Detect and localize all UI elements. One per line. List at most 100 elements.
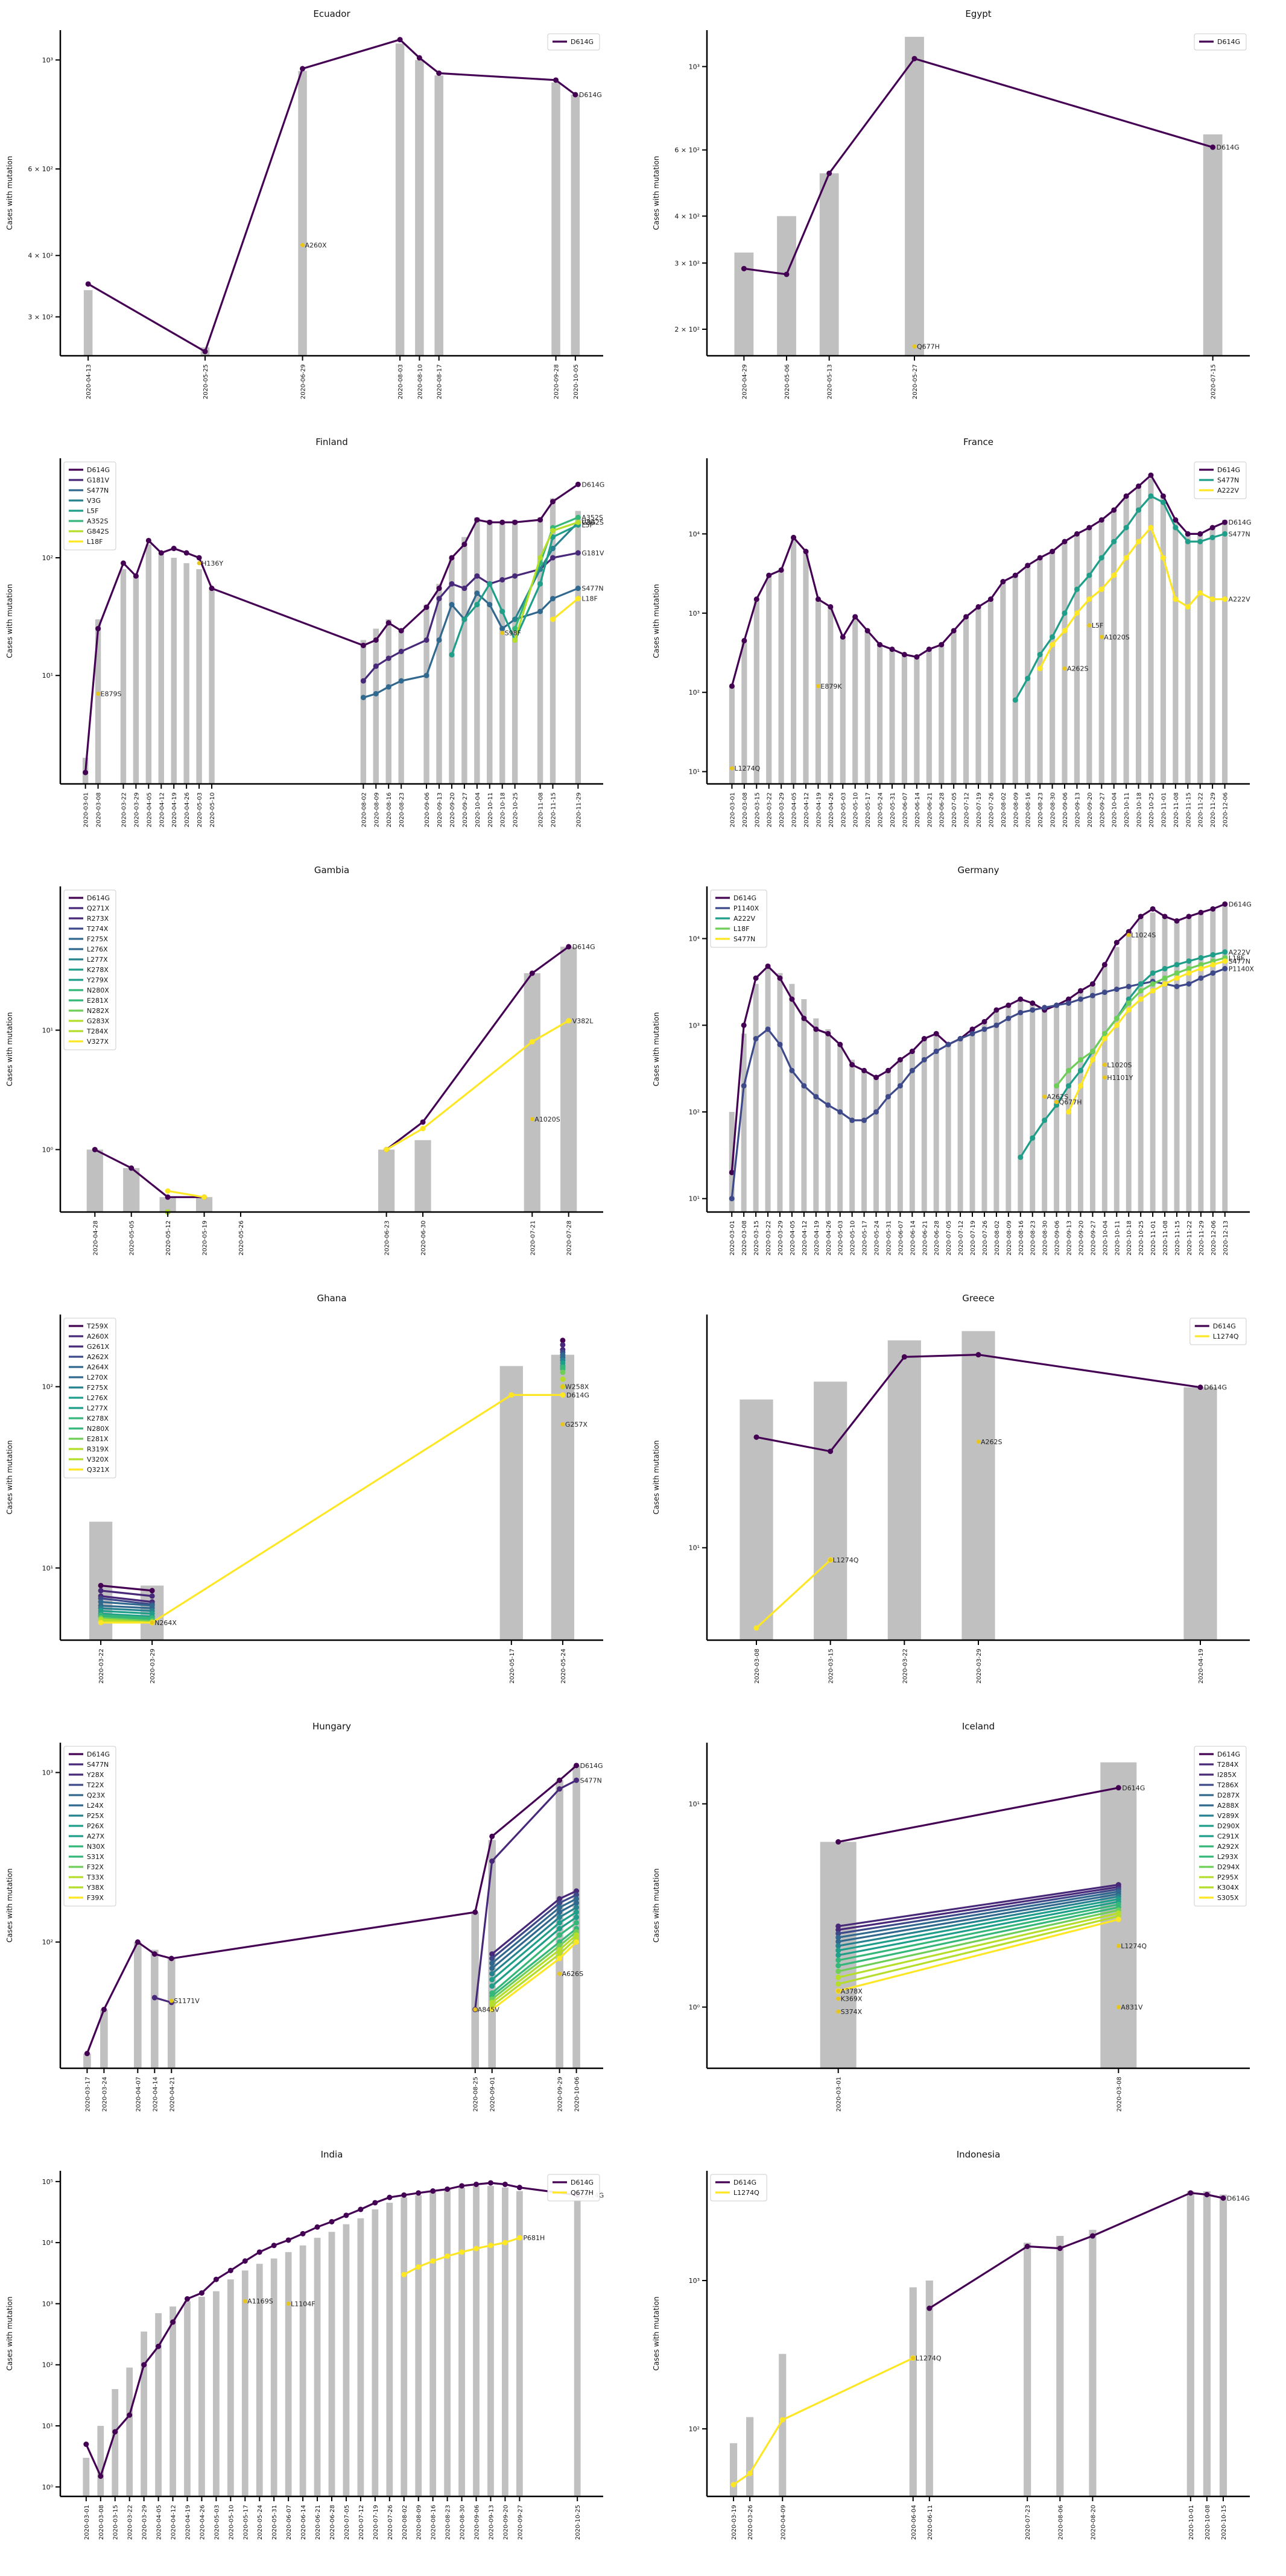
y-tick-label: 10¹ bbox=[42, 2422, 53, 2430]
x-tick-label: 2020-03-08 bbox=[1116, 2077, 1123, 2112]
bar bbox=[897, 1059, 903, 1212]
legend-entry: D287X bbox=[1217, 1792, 1240, 1799]
bar bbox=[213, 2291, 220, 2496]
series-end-label: D614G bbox=[1217, 144, 1240, 151]
legend-entry: L1274Q bbox=[1213, 1333, 1239, 1340]
x-tick-label: 2020-03-01 bbox=[729, 1220, 736, 1255]
x-tick-label: 2020-07-19 bbox=[970, 1220, 977, 1255]
series-line bbox=[838, 1884, 1119, 1927]
series-line bbox=[100, 1584, 153, 1592]
bar bbox=[133, 576, 139, 784]
legend-entry: L276X bbox=[87, 1394, 108, 1402]
bar bbox=[458, 2187, 465, 2496]
bar bbox=[574, 2200, 581, 2496]
bar bbox=[429, 2191, 437, 2496]
series-line bbox=[838, 1912, 1119, 1978]
annotation-label: A262S bbox=[981, 1438, 1003, 1446]
legend-entry: Q321X bbox=[87, 1466, 110, 1474]
legend-entry: Y28X bbox=[86, 1771, 104, 1779]
data-point bbox=[98, 1582, 104, 1588]
bar bbox=[487, 2185, 494, 2496]
annotation-point bbox=[1087, 623, 1092, 628]
x-tick-label: 2020-06-11 bbox=[927, 2505, 934, 2540]
x-tick-label: 2020-04-26 bbox=[199, 2505, 206, 2540]
data-point bbox=[1115, 1785, 1121, 1791]
y-tick-label: 10¹ bbox=[689, 1544, 700, 1552]
x-tick-label: 2020-08-30 bbox=[1042, 1220, 1049, 1255]
bar bbox=[449, 557, 455, 784]
series-line bbox=[101, 1617, 153, 1622]
annotation-point bbox=[1042, 1094, 1047, 1099]
series-line bbox=[730, 473, 1226, 687]
legend-entry: D614G bbox=[87, 1750, 110, 1758]
annotation-label: W258X bbox=[565, 1383, 589, 1391]
series-line bbox=[838, 1893, 1119, 1943]
x-tick-label: 2020-03-22 bbox=[98, 1649, 105, 1684]
series-line bbox=[838, 1895, 1119, 1947]
bar bbox=[1056, 2236, 1064, 2496]
bar bbox=[285, 2252, 292, 2496]
x-tick-label: 2020-03-26 bbox=[747, 2505, 754, 2540]
series-end-label: S477N bbox=[1229, 530, 1250, 538]
y-tick-label: 2 × 10² bbox=[674, 326, 700, 333]
series-end-label: L5F bbox=[581, 522, 593, 529]
legend: D614G T284X I285X T286X D287X A288X V289X D290X… bbox=[1194, 1746, 1247, 1907]
x-tick-label: 2020-11-15 bbox=[1185, 792, 1192, 827]
x-tick-label: 2020-07-05 bbox=[951, 792, 958, 827]
x-tick-label: 2020-03-29 bbox=[150, 1649, 156, 1684]
x-tick-label: 2020-04-13 bbox=[86, 364, 92, 399]
series-line bbox=[85, 2182, 578, 2479]
bar bbox=[1162, 916, 1168, 1212]
series-line bbox=[838, 1906, 1119, 1967]
x-tick-label: 2020-09-20 bbox=[502, 2505, 509, 2540]
series-line bbox=[363, 552, 578, 682]
legend-entry: Y279X bbox=[86, 976, 109, 984]
y-tick-label: 10² bbox=[42, 2361, 53, 2369]
x-tick-label: 2020-06-14 bbox=[910, 1220, 916, 1255]
x-tick-label: 2020-05-24 bbox=[560, 1649, 567, 1684]
x-tick-label: 2020-06-04 bbox=[911, 2505, 917, 2540]
series-line bbox=[838, 1890, 1119, 1939]
x-tick-label: 2020-08-23 bbox=[1037, 792, 1044, 827]
y-axis-label: Cases with mutation bbox=[5, 2296, 14, 2370]
legend-entry: S477N bbox=[87, 487, 109, 494]
series-end-label: D614G bbox=[1229, 900, 1252, 908]
x-tick-label: 2020-11-08 bbox=[1162, 1220, 1169, 1255]
annotation-point bbox=[836, 2009, 841, 2014]
data-point bbox=[835, 1839, 841, 1845]
x-tick-label: 2020-05-25 bbox=[203, 364, 209, 399]
bar bbox=[815, 599, 822, 784]
series-line bbox=[101, 1394, 563, 1624]
bar bbox=[183, 563, 189, 784]
chart-panel-gambia: Gambia Cases with mutation D614G V382L A1020… bbox=[5, 865, 603, 1255]
x-tick-label: 2020-10-04 bbox=[1102, 1220, 1109, 1255]
legend-entry: D294X bbox=[1217, 1863, 1240, 1871]
x-tick-label: 2020-04-12 bbox=[802, 1220, 808, 1255]
bar bbox=[1030, 1003, 1036, 1212]
bar bbox=[852, 616, 858, 784]
annotation-point bbox=[1062, 666, 1067, 671]
x-tick-label: 2020-03-08 bbox=[741, 1220, 748, 1255]
y-tick-label: 6 × 10² bbox=[674, 147, 700, 154]
x-tick-label: 2020-08-16 bbox=[386, 792, 393, 827]
series-line bbox=[491, 1893, 577, 1960]
legend-entry: I285X bbox=[1217, 1771, 1237, 1779]
legend-entry: K304X bbox=[1217, 1884, 1239, 1892]
x-tick-label: 2020-10-06 bbox=[574, 2077, 581, 2112]
annotation-label: A845V bbox=[478, 2006, 500, 2014]
bar bbox=[905, 37, 924, 356]
data-point bbox=[98, 1599, 104, 1605]
annotation-label: A262S bbox=[1047, 1093, 1069, 1101]
y-tick-label: 10⁰ bbox=[42, 2483, 54, 2491]
x-tick-label: 2020-11-15 bbox=[1174, 1220, 1181, 1255]
series-end-label: V382L bbox=[572, 1017, 594, 1025]
bar bbox=[444, 2189, 451, 2496]
bar bbox=[502, 2187, 508, 2496]
x-tick-label: 2020-04-26 bbox=[828, 792, 835, 827]
series-line bbox=[404, 2237, 520, 2276]
bar bbox=[1209, 527, 1215, 784]
bar bbox=[270, 2258, 277, 2496]
bar bbox=[141, 2331, 148, 2496]
x-tick-label: 2020-08-20 bbox=[1090, 2505, 1097, 2540]
bar bbox=[1054, 1005, 1060, 1212]
